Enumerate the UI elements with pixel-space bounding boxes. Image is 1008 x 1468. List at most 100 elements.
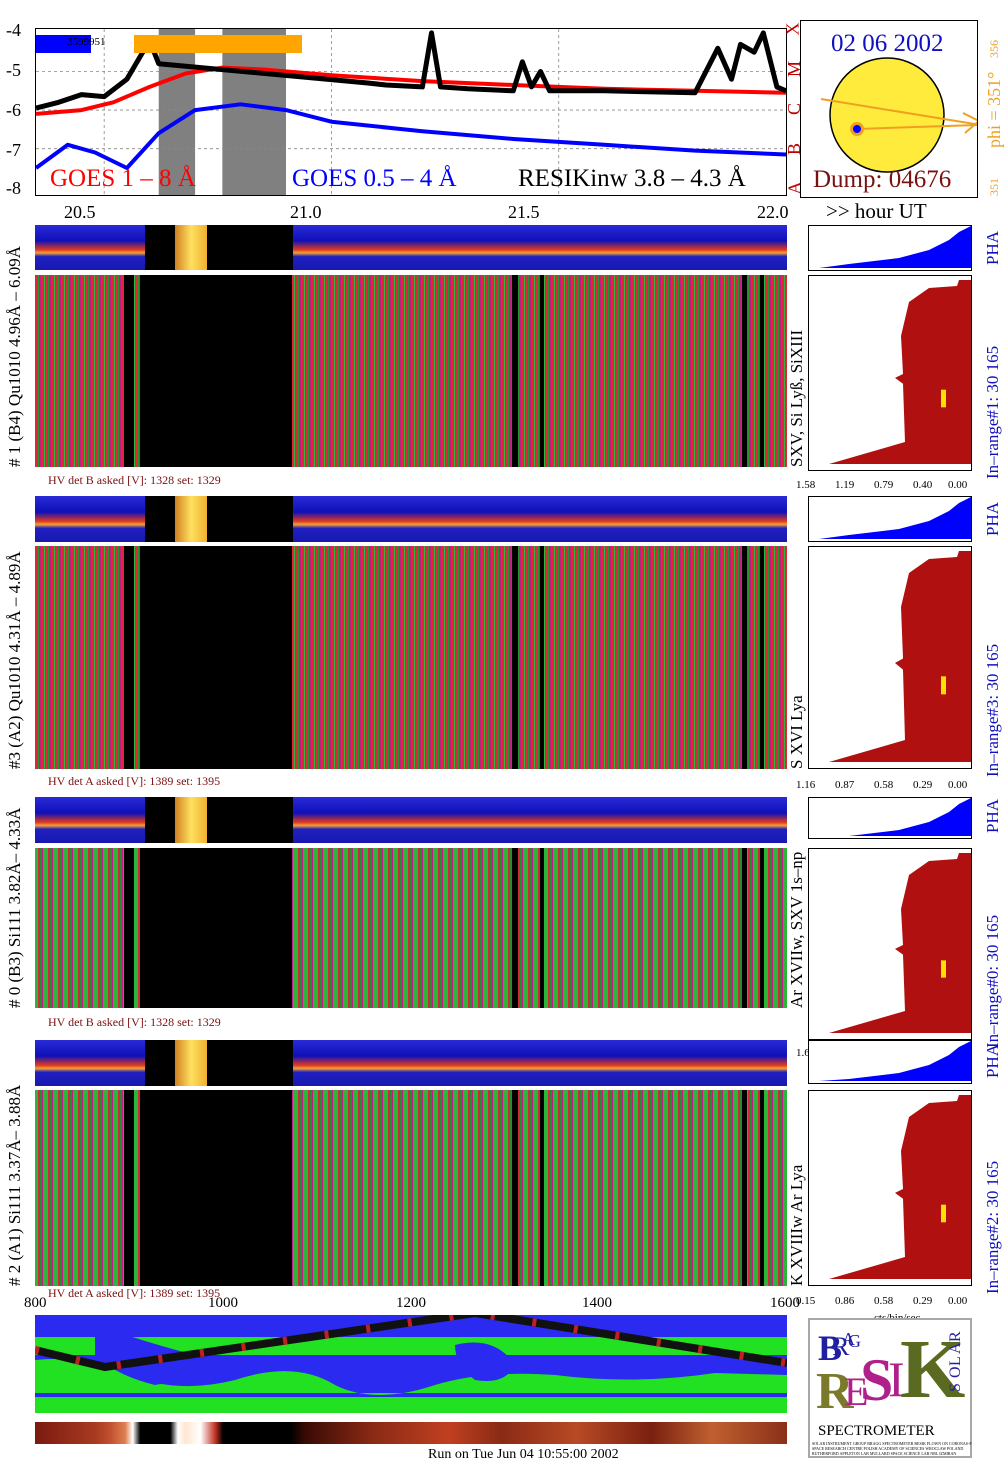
- pixel-xtick-2: 1000: [208, 1295, 238, 1311]
- spectrum-gap: [124, 546, 134, 769]
- spectrum-line: [540, 848, 544, 1008]
- timeline-bar-blue: [36, 35, 91, 53]
- logo-letter-b: B: [818, 1328, 843, 1368]
- pha-flare: [175, 1040, 207, 1086]
- hist-axis-tick: 1.19: [835, 479, 855, 491]
- logo-letter-a2: A: [947, 1342, 964, 1354]
- pha-histogram: [808, 797, 972, 839]
- goes-ytick-3: -6: [6, 100, 21, 120]
- pixel-xtick-1: 800: [24, 1295, 47, 1311]
- spectrum-gap: [124, 1090, 134, 1286]
- logo-letter-s: S: [860, 1347, 894, 1413]
- sun-phi-bottom: 351: [987, 178, 1001, 196]
- hist-axis-tick: 1.16: [796, 779, 816, 791]
- in-range-label: In–range#0: 30 165: [983, 914, 1002, 1048]
- pixel-xtick-5: 1600: [770, 1295, 800, 1311]
- panel-hv-label: HV det A asked [V]: 1389 set: 1395: [48, 774, 221, 788]
- goes-ytick-2: -5: [6, 60, 21, 80]
- pha-gap: [145, 225, 175, 270]
- panel-side-label: #3 (A2) Qu1010 4.31Å – 4.89Å: [5, 551, 24, 769]
- logo-letter-r1: R: [832, 1332, 850, 1361]
- hist-axis-tick: 0.58: [874, 1295, 894, 1307]
- panel-side-label: # 1 (B4) Qu1010 4.96Å – 6.09Å: [5, 246, 24, 467]
- timeline-bar-orange: [134, 35, 302, 53]
- run-info: Run on Tue Jun 04 10:55:00 2002: [428, 1447, 619, 1462]
- pha-gap: [145, 1040, 175, 1086]
- sun-dump: Dump: 04676: [813, 166, 952, 193]
- logo-fine-3: RUTHERFORD APPLETON LAB MULLARD SPACE SC…: [812, 1451, 957, 1456]
- spectrum-histogram: [808, 546, 972, 769]
- goes-xtick-3: 21.5: [508, 202, 540, 222]
- hist-axis-tick: 0.87: [835, 779, 855, 791]
- pha-label: PHA: [983, 798, 1002, 833]
- spectrum-line: [742, 546, 747, 769]
- pha-gap: [207, 797, 293, 843]
- spectrum-line: [512, 546, 518, 769]
- goes18-label: GOES 1 – 8 Å: [50, 165, 196, 192]
- logo-letter-k: K: [900, 1323, 966, 1416]
- hist-axis-tick: 0.40: [913, 479, 933, 491]
- spectrum-line: [760, 275, 764, 467]
- sun-disk: [820, 57, 977, 173]
- logo-letter-a1: A: [842, 1329, 855, 1349]
- goes-ytick-5: -8: [6, 178, 21, 198]
- goes-xunit: >> hour UT: [826, 199, 927, 223]
- data-gap-band: [222, 29, 286, 195]
- goes054-label: GOES 0.5 – 4 Å: [292, 165, 457, 192]
- sun-phi: phi = 351°: [984, 71, 1004, 148]
- panel-line-label: Ar XVIIw, SXV 1s–np: [787, 851, 806, 1008]
- pha-flare: [175, 797, 207, 843]
- panel-hv-label: HV det B asked [V]: 1328 set: 1329: [48, 1015, 221, 1029]
- logo-letter-i: I: [888, 1351, 905, 1407]
- spectrum-histogram: [808, 275, 972, 471]
- pha-histogram: [808, 496, 972, 542]
- spectrum-line: [760, 848, 764, 1008]
- hist-axis-tick: 0.79: [874, 479, 894, 491]
- resik-label: RESIKinw 3.8 – 4.3 Å: [518, 165, 746, 192]
- panel-hv-label: HV det A asked [V]: 1389 set: 1395: [48, 1286, 221, 1300]
- spectrum-histogram: [808, 1090, 972, 1286]
- resik-logo: B R A G R E S I K S O L A R SPECTROMETER…: [808, 1318, 972, 1458]
- pha-label: PHA: [983, 501, 1002, 536]
- logo-letter-e: E: [844, 1369, 869, 1414]
- goes-ytick-4: -7: [6, 140, 21, 160]
- hist-axis-tick: 0.00: [948, 479, 968, 491]
- spectrum-line: [512, 1090, 518, 1286]
- spectrum-gap: [140, 848, 292, 1008]
- resik-series: [36, 30, 786, 111]
- pha-gap: [207, 1040, 293, 1086]
- spectrum-line: [760, 546, 764, 769]
- panel-line-label: SXV, Si Lyß, SiXIII: [787, 329, 806, 467]
- hist-axis-tick: 1.58: [796, 479, 816, 491]
- pixel-xtick-3: 1200: [396, 1295, 426, 1311]
- hist-axis-tick: 0.29: [913, 1295, 933, 1307]
- hist-axis-tick: 0.00: [948, 779, 968, 791]
- panel-side-label: # 0 (B3) Si111 3.82Å– 4.33Å: [5, 807, 24, 1008]
- panel-line-label: S XVI Lya: [787, 695, 806, 769]
- goes-bar-text: 3599951: [67, 36, 106, 48]
- sun-panel: 02 06 2002 Dump: 04676: [800, 20, 978, 198]
- goes-05-4-series: [36, 102, 786, 170]
- spectrum-gap: [140, 1090, 292, 1286]
- hist-axis-tick: 1.61: [796, 1047, 816, 1059]
- panel-side-label: # 2 (A1) Si111 3.37Å– 3.88Å: [5, 1084, 24, 1286]
- logo-letter-l: L: [947, 1356, 964, 1366]
- goes-plot: [36, 29, 786, 195]
- logo-fine-1: SOLAR INSTRUMENT GROUP BRAGG SPECTROMETE…: [812, 1441, 972, 1446]
- goes-panel: [35, 28, 787, 196]
- spectrum-gap: [124, 275, 134, 467]
- spectrum-line: [512, 275, 518, 467]
- logo-fine-2: SPACE RESEARCH CENTRE POLISH ACADEMY OF …: [812, 1446, 964, 1451]
- panel-line-label: K XVIIIw Ar Lya: [787, 1164, 806, 1286]
- count-rate-strip: [35, 1422, 787, 1444]
- logo-title: SPECTROMETER: [818, 1423, 935, 1439]
- hist-axis-tick: 0.15: [796, 1295, 816, 1307]
- in-range-label: In–range#3: 30 165: [983, 643, 1002, 777]
- logo-letter-solar: S: [947, 1383, 964, 1392]
- goes-xtick-4: 22.0: [757, 202, 789, 222]
- hist-axis-tick: 0.58: [874, 779, 894, 791]
- sun-date: 02 06 2002: [831, 30, 944, 57]
- goes-xtick-1: 20.5: [64, 202, 96, 222]
- pha-histogram: [808, 1040, 972, 1084]
- spectrum-line: [512, 848, 518, 1008]
